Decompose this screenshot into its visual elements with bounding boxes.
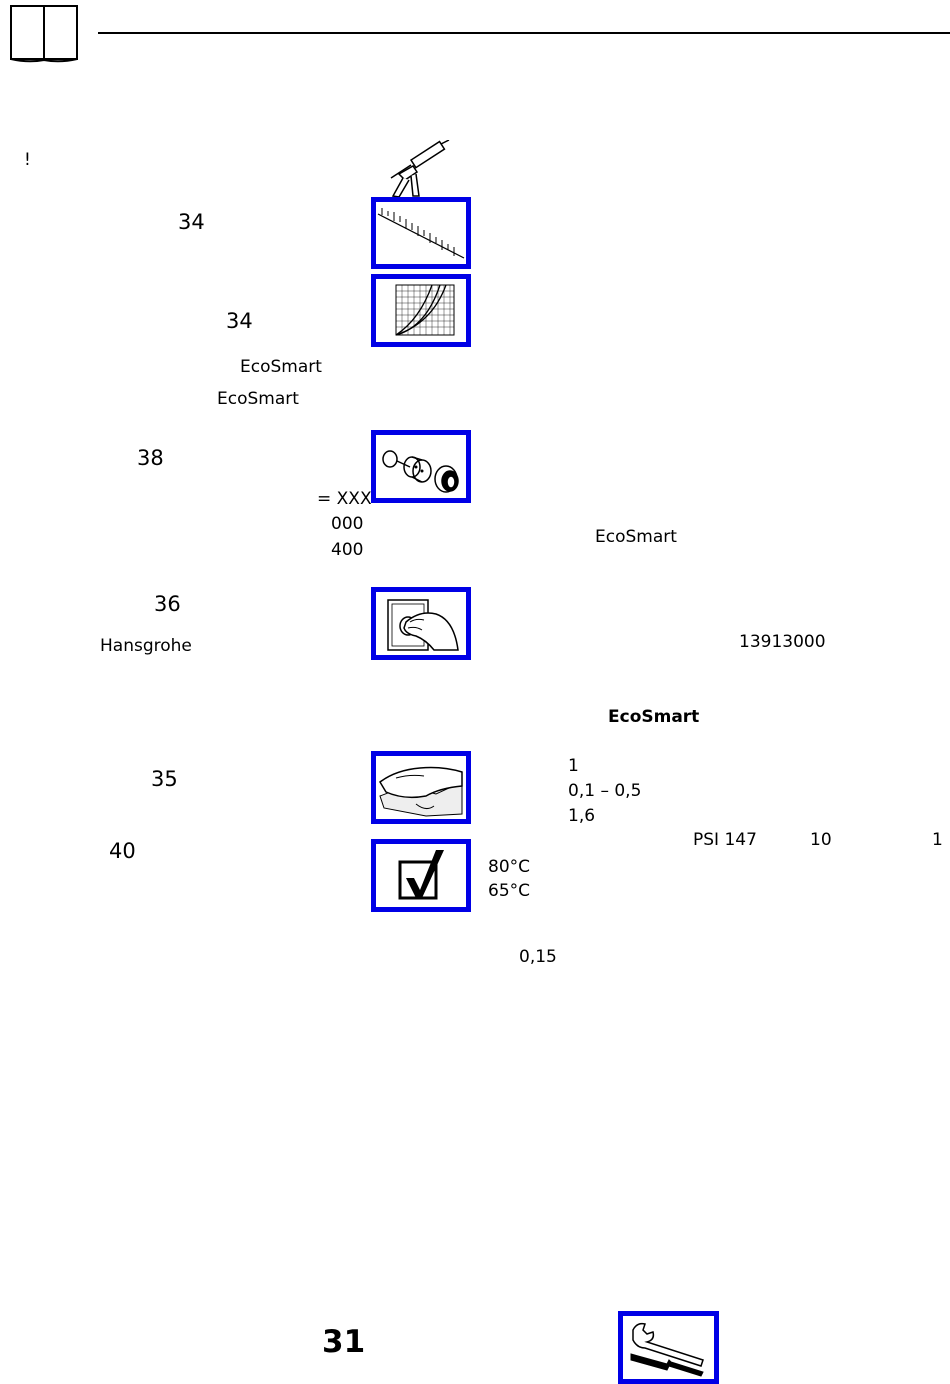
value-1: 1	[568, 756, 579, 776]
value-1-6: 1,6	[568, 806, 596, 826]
hand-turning-icon	[371, 587, 471, 660]
ref-40: 40	[109, 839, 136, 863]
ref-34b: 34	[226, 309, 253, 333]
psi-label: PSI 147	[693, 830, 757, 850]
ecosmart-label-1: EcoSmart	[240, 357, 322, 377]
value-10: 10	[810, 830, 832, 850]
code-xxx: = XXX	[317, 489, 372, 509]
value-0-15: 0,15	[519, 947, 557, 967]
aerator-parts-icon	[371, 430, 471, 503]
ref-35: 35	[151, 767, 178, 791]
code-400: 400	[331, 540, 364, 560]
ref-38: 38	[137, 446, 164, 470]
value-1b: 1	[932, 830, 943, 850]
checkbox-check-icon	[371, 839, 471, 912]
header-rule	[98, 32, 950, 34]
temp-80: 80°C	[488, 857, 531, 877]
code-000: 000	[331, 514, 364, 534]
caulking-gun-icon	[383, 139, 455, 198]
page-number: 31	[322, 1324, 366, 1360]
ecosmart-heading: EcoSmart	[608, 707, 700, 727]
cleaning-cloth-icon	[371, 751, 471, 824]
wrench-screwdriver-icon	[618, 1311, 719, 1384]
part-number: 13913000	[739, 632, 826, 652]
value-range: 0,1 – 0,5	[568, 781, 642, 801]
open-book-icon	[8, 4, 80, 64]
temp-65: 65°C	[488, 881, 531, 901]
ref-34a: 34	[178, 210, 205, 234]
ecosmart-label-2: EcoSmart	[217, 389, 299, 409]
ecosmart-label-3: EcoSmart	[595, 527, 677, 547]
flow-graph-icon	[371, 274, 471, 347]
exclamation-mark: !	[24, 150, 31, 170]
ruler-icon	[371, 197, 471, 269]
brand-hansgrohe: Hansgrohe	[100, 636, 192, 656]
ref-36: 36	[154, 592, 181, 616]
